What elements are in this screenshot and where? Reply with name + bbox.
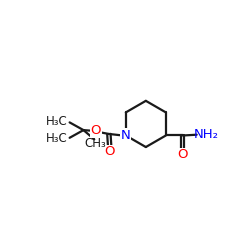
Text: O: O (104, 145, 115, 158)
Text: N: N (121, 129, 131, 142)
Text: O: O (178, 148, 188, 161)
Text: O: O (90, 124, 101, 137)
Text: H₃C: H₃C (46, 115, 68, 128)
Text: H₃C: H₃C (46, 132, 68, 145)
Text: NH₂: NH₂ (194, 128, 218, 141)
Text: CH₃: CH₃ (84, 137, 106, 150)
